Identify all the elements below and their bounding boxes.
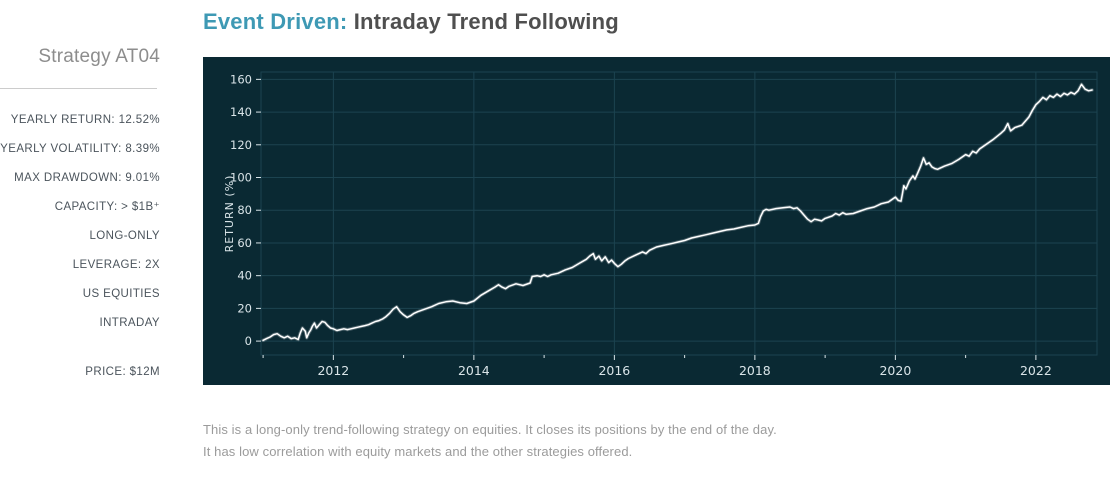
svg-text:120: 120: [230, 138, 252, 152]
strategy-stat: CAPACITY: > $1B⁺: [54, 201, 160, 213]
page-title: Event Driven: Intraday Trend Following: [203, 9, 619, 35]
strategy-stat: LONG-ONLY: [89, 230, 160, 242]
svg-text:40: 40: [237, 269, 252, 283]
strategy-description-line2: It has low correlation with equity marke…: [203, 444, 633, 459]
svg-text:2016: 2016: [598, 363, 630, 378]
svg-text:0: 0: [245, 334, 252, 348]
strategy-stat: LEVERAGE: 2X: [72, 259, 160, 271]
returns-chart: 0 20 40 60 80 100 120 140 160 2012 2014 2016 2018 202…: [203, 57, 1110, 385]
svg-text:60: 60: [237, 236, 252, 250]
page-title-category: Event Driven:: [203, 9, 348, 34]
svg-text:100: 100: [230, 171, 252, 185]
svg-text:80: 80: [237, 203, 252, 217]
strategy-stat: US EQUITIES: [82, 288, 160, 300]
svg-text:20: 20: [237, 301, 252, 315]
strategy-name: Strategy AT04: [38, 46, 160, 67]
strategy-stat: YEARLY RETURN: 12.52%: [10, 114, 160, 126]
strategy-stats-list: YEARLY RETURN: 12.52% YEARLY VOLATILITY: …: [0, 112, 160, 344]
svg-text:2020: 2020: [879, 363, 911, 378]
strategy-price: PRICE: $12M: [85, 366, 160, 378]
sidebar-divider: [0, 88, 157, 89]
svg-text:160: 160: [230, 72, 252, 86]
strategy-stat: INTRADAY: [99, 317, 160, 329]
svg-text:2018: 2018: [739, 363, 771, 378]
strategy-chart-svg: 0 20 40 60 80 100 120 140 160 2012 2014 2016 2018 202…: [223, 71, 1098, 378]
page-title-name: Intraday Trend Following: [347, 9, 619, 34]
svg-text:2022: 2022: [1020, 363, 1052, 378]
strategy-stat: MAX DRAWDOWN: 9.01%: [14, 172, 160, 184]
strategy-description: This is a long-only trend-following stra…: [203, 419, 1063, 463]
svg-text:2014: 2014: [458, 363, 490, 378]
strategy-description-line1: This is a long-only trend-following stra…: [203, 422, 777, 437]
svg-text:RETURN (%): RETURN (%): [223, 175, 236, 253]
svg-text:2012: 2012: [317, 363, 349, 378]
strategy-stat: YEARLY VOLATILITY: 8.39%: [0, 143, 160, 155]
svg-text:140: 140: [230, 105, 252, 119]
